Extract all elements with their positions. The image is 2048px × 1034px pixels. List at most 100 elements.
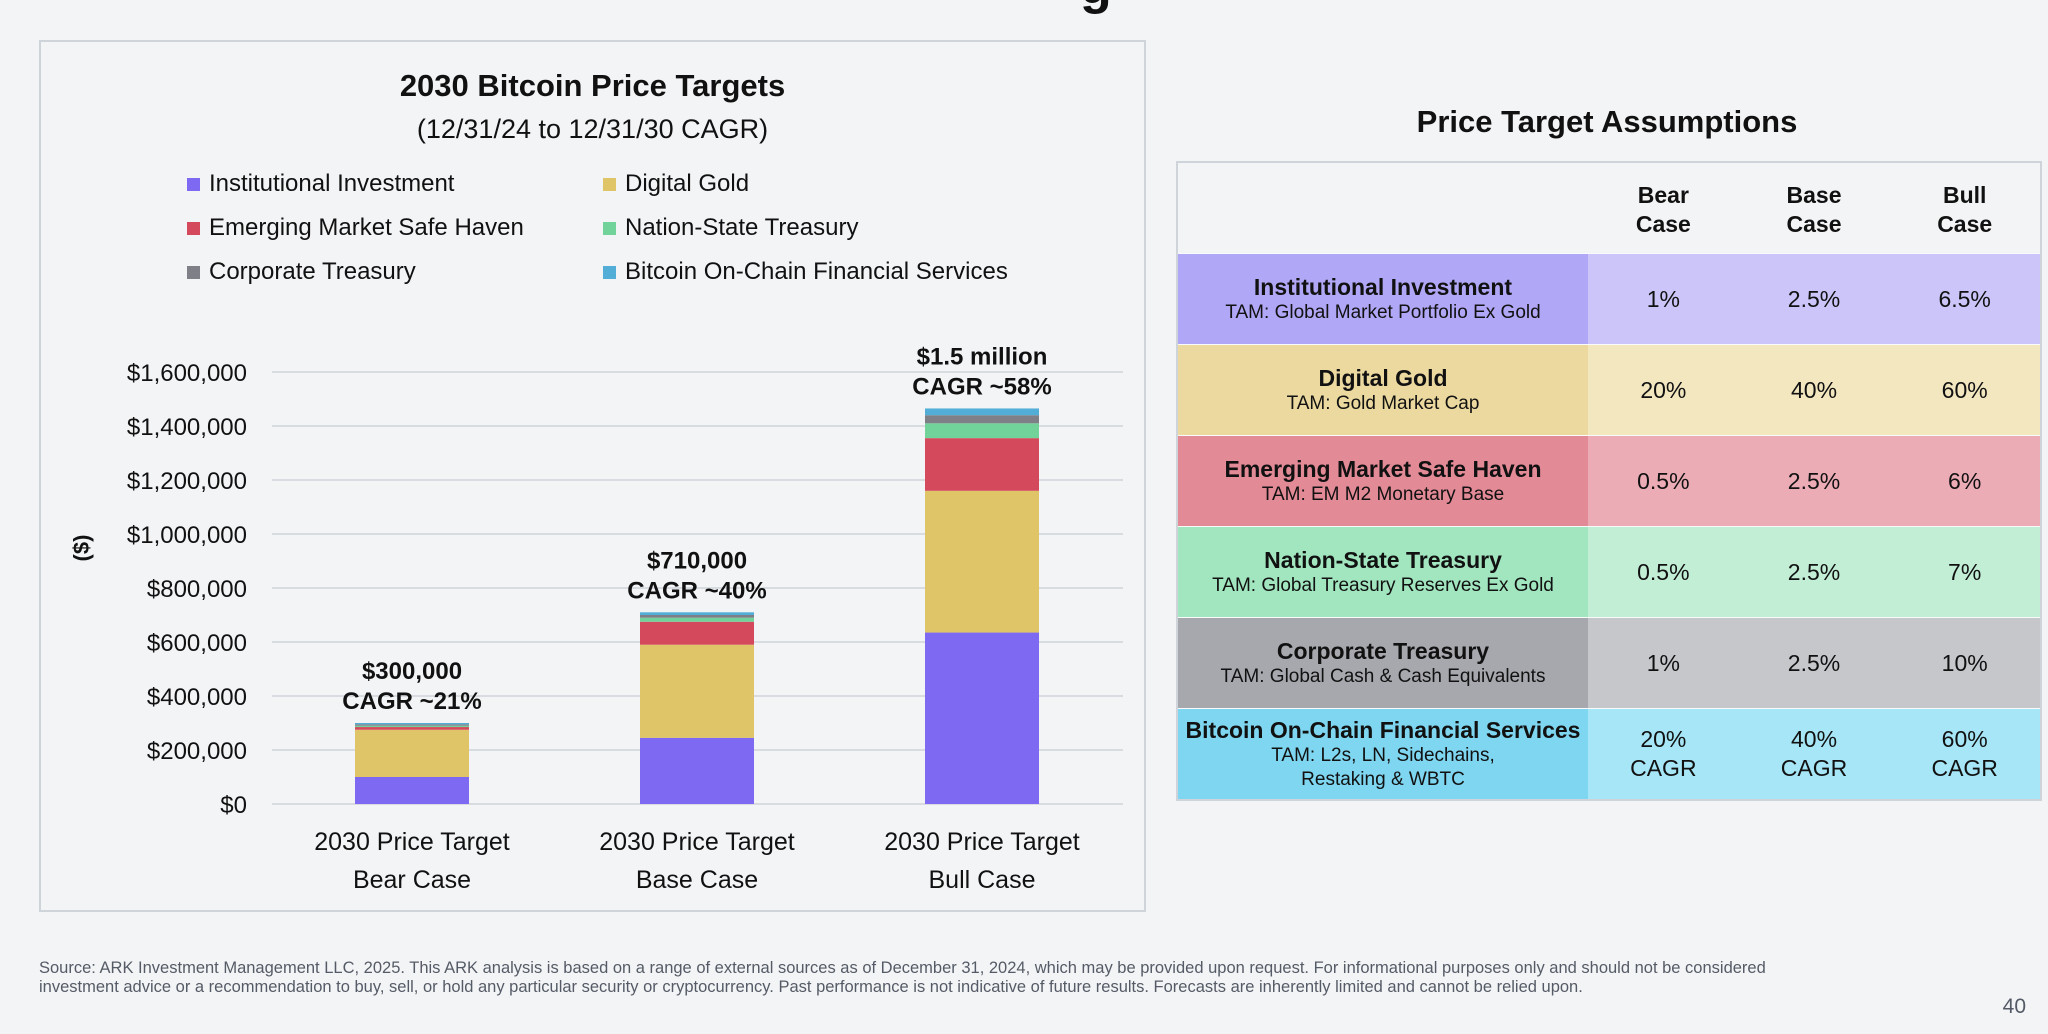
y-axis-label: ($) xyxy=(69,535,94,562)
x-category-label: 2030 Price Target xyxy=(599,828,795,856)
bar-segment-nation_state xyxy=(925,423,1039,439)
chart-panel: 2030 Bitcoin Price Targets (12/31/24 to … xyxy=(39,40,1146,912)
legend-item-nation-state: Nation-State Treasury xyxy=(603,214,858,242)
bar-segment-emerging xyxy=(925,438,1039,491)
bar-segment-emerging xyxy=(355,727,469,730)
y-tick-label: $1,400,000 xyxy=(127,414,247,441)
row-name: Digital Gold xyxy=(1318,364,1448,391)
bar-segment-institutional xyxy=(925,632,1039,804)
chart-title: 2030 Bitcoin Price Targets xyxy=(399,68,786,103)
legend-swatch-onchain xyxy=(603,265,616,279)
x-category-label: Base Case xyxy=(636,866,758,894)
row-name: Corporate Treasury xyxy=(1276,637,1490,664)
table-row: Institutional Investment TAM: Global Mark… xyxy=(1178,253,2041,344)
bull-case-value: 6.5% xyxy=(1889,254,2041,344)
legend-swatch-institutional xyxy=(187,177,200,191)
y-tick-label: $600,000 xyxy=(147,630,247,657)
table-header-row: Bear Case Base Case Bull Case xyxy=(1178,163,2040,253)
bull-case-value: 60% CAGR xyxy=(1889,709,2041,799)
bear-case-value: 20% xyxy=(1588,345,1739,435)
x-category-label: 2030 Price Target xyxy=(314,828,510,856)
y-tick-label: $0 xyxy=(220,792,247,819)
row-tam: TAM: Gold Market Cap xyxy=(1286,392,1480,414)
legend-swatch-emerging xyxy=(187,221,200,235)
bar-segment-onchain xyxy=(640,612,754,615)
bull-case-value: 10% xyxy=(1889,618,2041,708)
row-name: Nation-State Treasury xyxy=(1264,546,1502,573)
header-bear-case: Bear Case xyxy=(1635,182,1691,237)
row-name: Institutional Investment xyxy=(1253,273,1513,300)
table-header-blank xyxy=(1178,163,1588,253)
bar-segment-corporate xyxy=(640,615,754,618)
legend-swatch-corporate xyxy=(187,265,200,279)
row-label-cell: Corporate Treasury TAM: Global Cash & Cas… xyxy=(1178,618,1588,708)
bar-total-label: $300,000 xyxy=(362,658,462,685)
y-tick-label: $400,000 xyxy=(147,684,247,711)
legend-label: Digital Gold xyxy=(625,170,750,197)
base-case-value: 2.5% xyxy=(1738,527,1890,617)
bar-segment-digital_gold xyxy=(925,490,1039,633)
legend-label: Bitcoin On-Chain Financial Services xyxy=(625,258,1008,285)
assumptions-table: Bear Case Base Case Bull Case Institutio… xyxy=(1176,161,2042,801)
bar-segment-onchain xyxy=(925,408,1039,416)
bear-case-value: 20% CAGR xyxy=(1588,709,1739,799)
base-case-value: 2.5% xyxy=(1738,618,1890,708)
base-case-value: 2.5% xyxy=(1738,436,1890,526)
source-footnote: Source: ARK Investment Management LLC, 2… xyxy=(39,959,1766,996)
row-name: Bitcoin On-Chain Financial Services xyxy=(1185,716,1581,743)
row-tam: TAM: L2s, LN, Sidechains, Restaking & WB… xyxy=(1271,744,1495,790)
bar-segment-institutional xyxy=(640,737,754,804)
legend-item-corporate: Corporate Treasury xyxy=(187,258,416,286)
x-category-label: Bear Case xyxy=(353,866,471,894)
legend-swatch-digital-gold xyxy=(603,177,616,191)
table-row: Corporate Treasury TAM: Global Cash & Cas… xyxy=(1178,617,2041,708)
row-label-cell: Institutional Investment TAM: Global Mark… xyxy=(1178,254,1588,344)
bar-segment-onchain xyxy=(355,723,469,725)
row-label-cell: Digital Gold TAM: Gold Market Cap xyxy=(1178,345,1588,435)
bull-case-value: 6% xyxy=(1889,436,2041,526)
table-row: Bitcoin On-Chain Financial Services TAM: … xyxy=(1178,708,2041,799)
row-tam: TAM: Global Cash & Cash Equivalents xyxy=(1220,665,1546,687)
legend-item-emerging: Emerging Market Safe Haven xyxy=(187,214,524,242)
bar-segment-emerging xyxy=(640,621,754,645)
bar-segment-nation_state xyxy=(640,617,754,622)
legend-swatch-nation-state xyxy=(603,221,616,235)
row-name: Emerging Market Safe Haven xyxy=(1224,455,1542,482)
chart-subtitle: (12/31/24 to 12/31/30 CAGR) xyxy=(416,114,769,144)
y-tick-label: $1,200,000 xyxy=(127,468,247,495)
x-category-label: Bull Case xyxy=(929,866,1036,894)
bar-segment-digital_gold xyxy=(640,644,754,738)
bar-cagr-label: CAGR ~21% xyxy=(342,688,481,715)
bull-case-value: 7% xyxy=(1889,527,2041,617)
base-case-value: 2.5% xyxy=(1738,254,1890,344)
legend-label: Nation-State Treasury xyxy=(625,214,859,241)
table-row: Nation-State Treasury TAM: Global Treasur… xyxy=(1178,526,2041,617)
legend-item-digital-gold: Digital Gold xyxy=(603,170,749,198)
base-case-value: 40% xyxy=(1738,345,1890,435)
legend-label: Corporate Treasury xyxy=(209,258,416,285)
slide-title-fragment: g xyxy=(1080,0,1113,16)
row-tam: TAM: Global Market Portfolio Ex Gold xyxy=(1225,301,1541,323)
bar-total-label: $1.5 million xyxy=(917,343,1048,370)
legend-item-institutional: Institutional Investment xyxy=(187,170,454,198)
row-label-cell: Bitcoin On-Chain Financial Services TAM: … xyxy=(1178,709,1588,799)
legend-label: Emerging Market Safe Haven xyxy=(209,214,524,241)
bear-case-value: 1% xyxy=(1588,254,1739,344)
bear-case-value: 1% xyxy=(1588,618,1739,708)
header-base-case: Base Case xyxy=(1786,182,1842,237)
bar-cagr-label: CAGR ~40% xyxy=(627,577,766,604)
y-tick-label: $200,000 xyxy=(147,738,247,765)
bear-case-value: 0.5% xyxy=(1588,527,1739,617)
bar-total-label: $710,000 xyxy=(647,547,747,574)
bar-cagr-label: CAGR ~58% xyxy=(912,373,1051,400)
bar-segment-digital_gold xyxy=(355,729,469,777)
table-title: Price Target Assumptions xyxy=(1416,104,1798,139)
row-tam: TAM: Global Treasury Reserves Ex Gold xyxy=(1212,574,1554,596)
table-row: Emerging Market Safe Haven TAM: EM M2 Mon… xyxy=(1178,435,2041,526)
y-tick-label: $1,000,000 xyxy=(127,522,247,549)
bar-segment-institutional xyxy=(355,777,469,804)
y-tick-label: $800,000 xyxy=(147,576,247,603)
bull-case-value: 60% xyxy=(1889,345,2041,435)
table-row: Digital Gold TAM: Gold Market Cap 20% 40% 60… xyxy=(1178,344,2041,435)
base-case-value: 40% CAGR xyxy=(1738,709,1890,799)
